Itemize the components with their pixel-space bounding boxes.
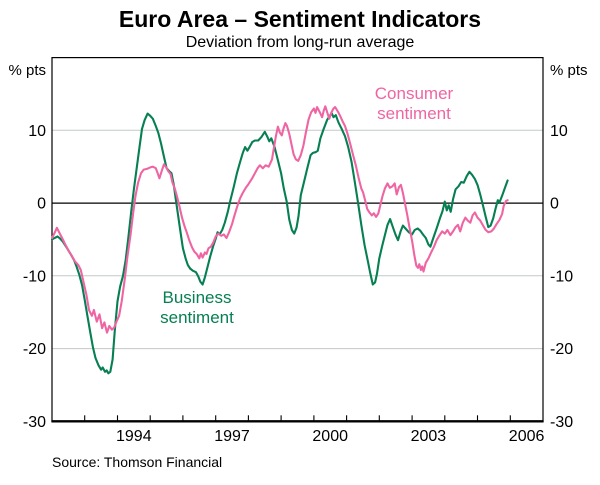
x-axis-labels: 1994 1997 2000 2003 2006 [116,428,544,445]
y-axis-unit-right: % pts [550,62,588,79]
x-label-2000: 2000 [312,428,348,445]
source-note: Source: Thomson Financial [52,454,223,470]
y-label-right-10: 10 [550,123,568,140]
x-axis-ticks [84,415,511,422]
y-axis-labels-left: 10 0 -10 -20 -30 [23,123,46,431]
y-label-left--10: -10 [23,268,46,285]
x-label-2003: 2003 [411,428,447,445]
business-sentiment-line [50,112,509,375]
x-label-2006: 2006 [509,428,545,445]
y-label-left--20: -20 [23,341,46,358]
gridlines [52,129,543,350]
y-label-left--30: -30 [23,414,46,431]
business-sentiment-label: Business sentiment [160,288,234,327]
y-label-left-10: 10 [28,123,46,140]
y-label-left-0: 0 [37,196,46,213]
chart-title: Euro Area – Sentiment Indicators [118,6,482,32]
consumer-sentiment-label: Consumer sentiment [374,84,454,123]
consumer-sentiment-line [50,105,509,334]
y-label-right--20: -20 [550,341,573,358]
x-label-1994: 1994 [116,428,152,445]
y-axis-labels-right: 10 0 -10 -20 -30 [550,123,573,431]
chart-subtitle: Deviation from long-run average [185,34,415,51]
y-label-right--30: -30 [550,414,573,431]
x-label-1997: 1997 [214,428,250,445]
y-label-right--10: -10 [550,268,573,285]
y-axis-unit-left: % pts [8,62,46,79]
y-label-right-0: 0 [550,196,559,213]
